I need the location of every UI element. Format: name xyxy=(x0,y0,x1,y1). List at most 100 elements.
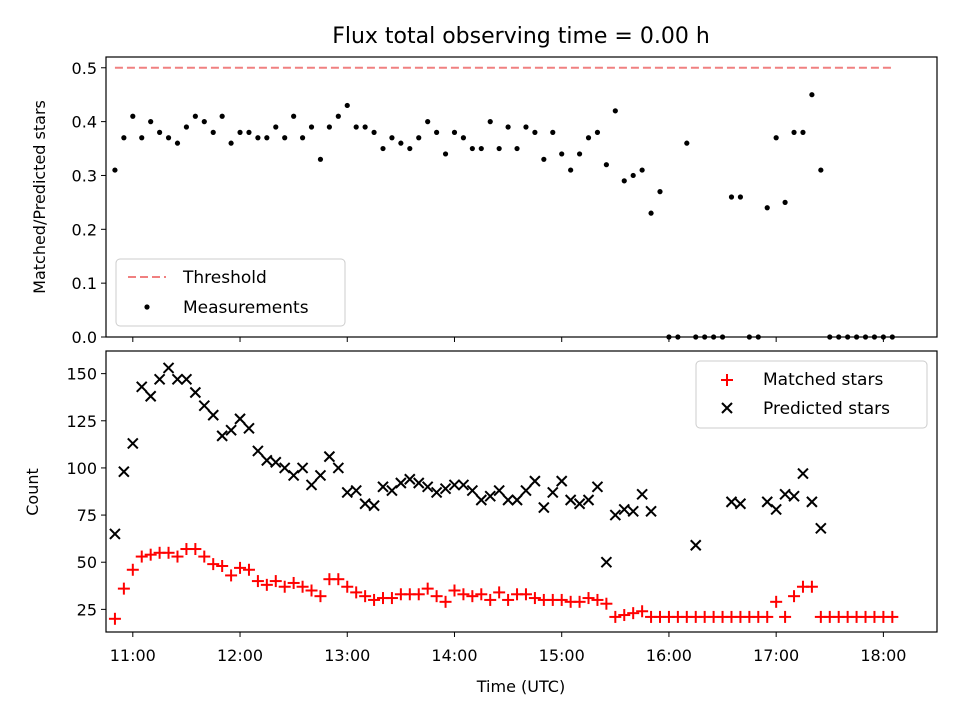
matched-star-point xyxy=(805,580,818,593)
matched-star-point xyxy=(260,578,273,591)
measurement-point xyxy=(148,119,154,125)
predicted-star-point xyxy=(815,522,827,534)
predicted-star-point xyxy=(314,469,327,482)
measurement-point xyxy=(255,135,261,141)
matched-star-point xyxy=(618,609,631,622)
measurement-point xyxy=(246,129,252,135)
threshold-legend-label: Threshold xyxy=(182,268,267,288)
predicted-star-point xyxy=(136,381,148,393)
measurement-point xyxy=(657,189,663,195)
matched-star-point xyxy=(600,597,613,610)
matched-star-point xyxy=(466,590,479,603)
matched-star-point xyxy=(216,559,229,572)
matched-star-point xyxy=(573,595,586,608)
measurement-point xyxy=(416,135,422,141)
measurement-point xyxy=(487,119,493,125)
measurement-point xyxy=(541,156,547,162)
measurement-point xyxy=(737,194,744,200)
measurement-point xyxy=(809,92,815,98)
matched-star-point xyxy=(144,548,157,561)
predicted-star-point xyxy=(797,467,809,480)
predicted-star-point xyxy=(198,399,210,412)
matched-star-point xyxy=(171,550,184,563)
measurement-point xyxy=(523,124,529,130)
measurement-point xyxy=(505,124,511,130)
predicted-star-point xyxy=(261,454,273,467)
predicted-star-point xyxy=(618,503,630,516)
measurement-point xyxy=(210,129,216,135)
measurement-point xyxy=(228,140,234,146)
bottom-x-tick-label: 16:00 xyxy=(646,646,692,665)
measurement-point xyxy=(425,119,431,125)
measurement-point xyxy=(237,129,243,135)
predicted-star-point xyxy=(556,475,568,487)
predicted-star-point xyxy=(234,413,246,425)
measurement-point xyxy=(139,135,145,141)
measurement-point xyxy=(478,145,484,152)
bottom-chart-y-axis-label: Count xyxy=(23,468,42,516)
matched-star-point xyxy=(609,610,622,623)
matched-star-point xyxy=(278,580,291,593)
bottom-y-tick-label: 25 xyxy=(77,600,97,619)
predicted-star-point xyxy=(118,465,130,478)
bottom-chart-legend: Matched stars Predicted stars xyxy=(695,360,928,429)
matched-star-point xyxy=(886,610,899,623)
bottom-y-tick-label: 125 xyxy=(66,412,97,431)
matched-star-point xyxy=(350,586,363,599)
matched-legend-label: Matched stars xyxy=(763,370,883,390)
measurement-point xyxy=(550,129,556,135)
matched-star-point xyxy=(761,610,774,623)
measurement-point xyxy=(192,113,198,119)
bottom-chart-marks xyxy=(108,362,899,625)
measurement-point xyxy=(773,135,779,141)
predicted-star-point xyxy=(690,539,702,551)
matched-star-point xyxy=(484,593,497,606)
matched-star-point xyxy=(770,595,783,608)
predicted-star-point xyxy=(511,494,523,506)
top-y-tick-label: 0.1 xyxy=(72,274,97,293)
matched-legend-swatch xyxy=(721,374,733,386)
predicted-star-point xyxy=(243,422,255,435)
predicted-star-point xyxy=(529,475,541,487)
predicted-star-point xyxy=(180,373,193,385)
predicted-legend-label: Predicted stars xyxy=(763,399,890,419)
bottom-y-tick-label: 50 xyxy=(77,553,97,572)
predicted-star-point xyxy=(636,488,648,501)
measurement-point xyxy=(344,102,350,109)
matched-star-point xyxy=(493,586,506,599)
measurement-point xyxy=(568,167,574,173)
measurement-point xyxy=(326,124,332,130)
predicted-star-point xyxy=(502,494,514,506)
measurement-point xyxy=(335,113,341,119)
measurement-point xyxy=(576,151,583,157)
measurement-point xyxy=(585,135,592,141)
predicted-star-point xyxy=(564,494,577,506)
predicted-star-point xyxy=(627,505,639,518)
matched-star-point xyxy=(269,575,282,588)
measurement-point xyxy=(264,135,270,141)
matched-star-point xyxy=(207,558,220,571)
top-chart-marks xyxy=(112,66,895,340)
bottom-chart-y-axis: 25 50 75 100 125 150 xyxy=(66,365,106,619)
measurement-point xyxy=(157,129,163,135)
matched-star-point xyxy=(421,582,434,595)
predicted-star-point xyxy=(296,462,309,474)
predicted-star-point xyxy=(573,498,586,510)
predicted-star-point xyxy=(788,490,800,502)
predicted-star-point xyxy=(600,556,613,568)
predicted-star-point xyxy=(305,479,318,491)
predicted-star-point xyxy=(439,482,452,495)
predicted-star-point xyxy=(547,486,559,499)
measurement-point xyxy=(353,124,359,130)
measurement-point xyxy=(728,194,735,200)
predicted-star-point xyxy=(734,498,747,510)
measurement-point xyxy=(594,129,601,135)
matched-star-point xyxy=(296,580,309,593)
measurement-point xyxy=(451,129,458,135)
measurement-point xyxy=(299,135,306,141)
matched-star-point xyxy=(198,550,211,563)
predicted-star-point xyxy=(323,450,336,463)
bottom-x-tick-label: 17:00 xyxy=(753,646,799,665)
predicted-star-point xyxy=(162,362,175,374)
